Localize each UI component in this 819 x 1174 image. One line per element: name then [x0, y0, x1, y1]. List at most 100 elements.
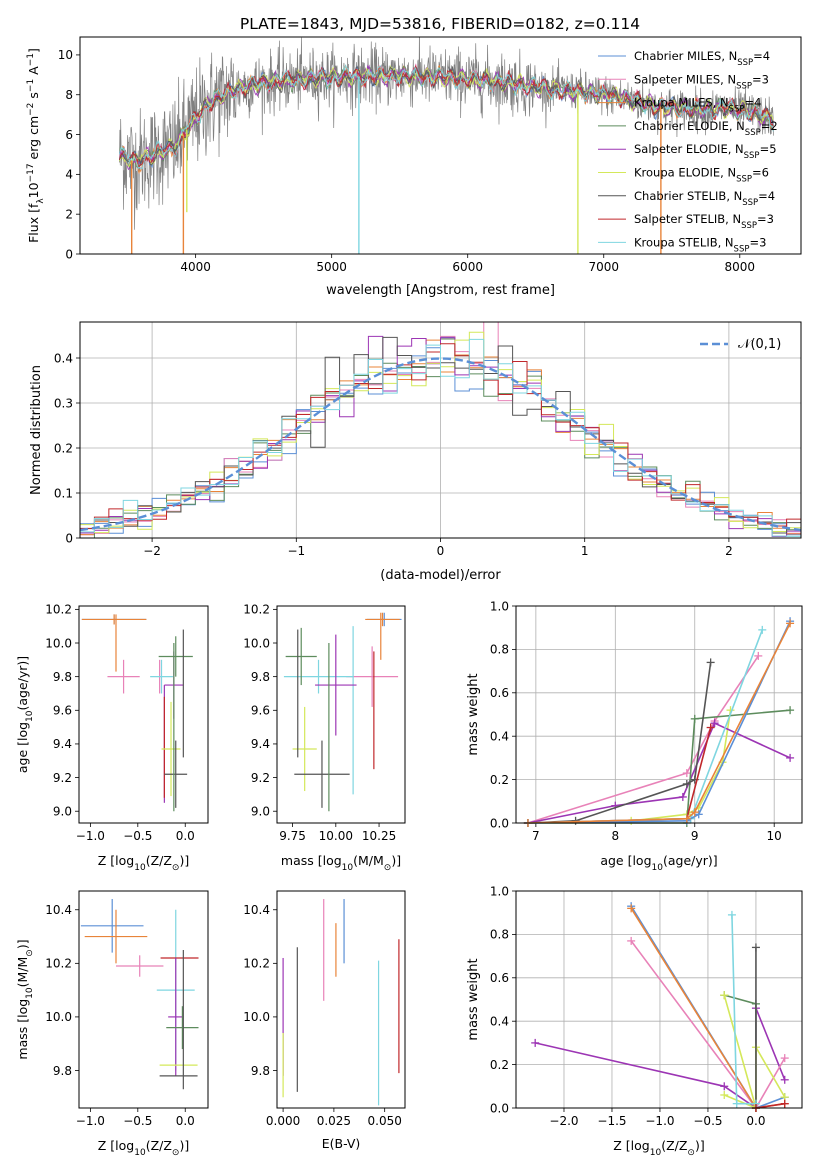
- age-z-ylabel-part: (age/yr)]: [15, 656, 30, 711]
- mw-z-xlabel: Z [log10(Z/Z⊙)]: [613, 1138, 704, 1158]
- mass-z-xlabel-part: Z [log: [98, 1138, 134, 1153]
- spectrum-frame: [79, 36, 802, 255]
- age-mass-xlabel-part: ⊙: [384, 863, 392, 873]
- spectrum-xtick-label: 5000: [316, 260, 347, 274]
- mw-age-xlabel: age [log10(age/yr)]: [600, 853, 717, 873]
- mw-age-ytick-label: 0.2: [490, 773, 509, 787]
- age-z-xlabel: Z [log10(Z/Z⊙)]: [98, 853, 189, 873]
- legend-label-kroupa_elodie: Kroupa ELODIE, NSSP=6: [634, 166, 769, 185]
- age-mass-xlabel-part: 10: [342, 863, 354, 873]
- legend-label-text: =4: [753, 49, 770, 63]
- spectrum-ytick-label: 8: [65, 88, 73, 102]
- legend-label-sub: SSP: [744, 151, 760, 161]
- age-z-ytick-label: 9.6: [53, 704, 72, 718]
- legend-label-sub: SSP: [736, 81, 752, 91]
- mass-z-ytick-label: 10.2: [45, 957, 72, 971]
- mass-ebv-xlabel: E(B-V): [322, 1136, 361, 1151]
- spectrum-ytick-label: 4: [65, 168, 73, 182]
- legend-label-salpeter_miles: Salpeter MILES, NSSP=3: [634, 72, 769, 91]
- spectrum-ylabel-part: Flux [f: [26, 203, 41, 243]
- mass-z-ylabel-part: )]: [15, 939, 30, 949]
- spectrum-xtick-label: 6000: [452, 260, 483, 274]
- mass-z-xtick-label: −0.5: [123, 1114, 152, 1128]
- legend-label-salpeter_elodie: Salpeter ELODIE, NSSP=5: [634, 142, 777, 161]
- spectrum-xlabel: wavelength [Angstrom, rest frame]: [326, 283, 555, 298]
- age-z-ylabel: age [log10(age/yr)]: [15, 656, 35, 773]
- mw-z-ylabel: mass weight: [466, 958, 481, 1040]
- spectrum-ylabel-part: ]: [26, 48, 41, 53]
- spectrum-ylabel-part: −2: [26, 103, 36, 116]
- hist-ytick-label: 0.2: [54, 441, 73, 455]
- mass-z-ylabel-part: mass [log: [15, 999, 30, 1060]
- mw-age-ytick-label: 1.0: [490, 599, 509, 613]
- hist-frame: [79, 321, 802, 539]
- legend-label-text: =5: [760, 142, 777, 156]
- age-z-xtick-label: 0.0: [176, 829, 195, 843]
- age-mass-xlabel-part: mass [log: [281, 853, 342, 868]
- age-z-ylabel-part: 10: [25, 710, 35, 722]
- legend-label-text: =2: [761, 119, 778, 133]
- age-mass-xlabel-part: )]: [391, 853, 401, 868]
- hist-xtick-label: −2: [143, 544, 161, 558]
- mw-age-xtick-label: 7: [532, 829, 540, 843]
- age-mass-ytick-label: 9.8: [251, 670, 270, 684]
- spectrum-ylabel-part: −17: [26, 163, 36, 182]
- age-mass-xtick-label: 10.25: [362, 829, 396, 843]
- legend-label-salpeter_stelib: Salpeter STELIB, NSSP=3: [634, 212, 774, 231]
- legend-label-sub: SSP: [734, 244, 750, 254]
- spectrum-xtick-label: 7000: [588, 260, 619, 274]
- mass-z-ylabel-part: 10: [25, 987, 35, 999]
- mw-age-ytick-label: 0.8: [490, 643, 509, 657]
- legend-label-sub: SSP: [741, 221, 757, 231]
- legend-label-chabrier_miles: Chabrier MILES, NSSP=4: [634, 49, 770, 68]
- age-mass-ytick-label: 9.2: [251, 771, 270, 785]
- mw-z-ytick-label: 0.0: [490, 1101, 509, 1115]
- mass-z-xlabel-part: 10: [134, 1148, 146, 1158]
- mass-z-xlabel: Z [log10(Z/Z⊙)]: [98, 1138, 189, 1158]
- mw-z-xlabel-part: ⊙: [687, 1148, 695, 1158]
- legend-label-text: Salpeter ELODIE, N: [634, 142, 744, 156]
- mass-z-xlabel-part: ⊙: [172, 1148, 180, 1158]
- legend-label-chabrier_stelib: Chabrier STELIB, NSSP=4: [634, 189, 775, 208]
- legend-label-kroupa_stelib: Kroupa STELIB, NSSP=3: [634, 235, 766, 254]
- mass-z-ylabel: mass [log10(M/M⊙)]: [15, 939, 35, 1059]
- mass-ebv-ytick-label: 10.0: [243, 1010, 270, 1024]
- hist-xlabel: (data-model)/error: [380, 568, 501, 583]
- age-mass-ytick-label: 9.0: [251, 805, 270, 819]
- mw-z-xlabel-part: (Z/Z: [661, 1138, 687, 1153]
- mw-z-xlabel-part: )]: [695, 1138, 705, 1153]
- spectrum-ylabel-part: −1: [26, 79, 36, 92]
- mw-age-ytick-label: 0.0: [490, 816, 509, 830]
- age-z-xlabel-part: 10: [134, 863, 146, 873]
- age-z-frame: [78, 605, 209, 824]
- legend-label-text: Kroupa STELIB, N: [634, 235, 734, 249]
- mw-z-xtick-label: −2.0: [549, 1114, 578, 1128]
- mass-ebv-frame: [276, 890, 406, 1109]
- mw-z-ytick-label: 0.8: [490, 928, 509, 942]
- mw-age-xlabel-part: (age/yr)]: [663, 853, 718, 868]
- hist-ytick-label: 0.3: [54, 396, 73, 410]
- mw-age-series-kroupa_stelib: [527, 629, 764, 824]
- spectrum-ylabel-part: erg cm: [26, 116, 41, 164]
- mass-ebv-ytick-label: 10.2: [243, 957, 270, 971]
- spectrum-ylabel-part: 10: [26, 182, 41, 198]
- legend-label-text: Kroupa ELODIE, N: [634, 166, 736, 180]
- mw-age-series-salpeter_elodie: [527, 722, 791, 824]
- legend-label-sub: SSP: [742, 198, 758, 208]
- mass-z-ylabel-part: ⊙: [25, 949, 35, 957]
- mass-ebv-xtick-label: 0.000: [266, 1114, 300, 1128]
- legend-label-text: =6: [752, 166, 769, 180]
- mw-z-series-salpeter_stelib: [755, 1102, 785, 1109]
- hist-xtick-label: −1: [287, 544, 305, 558]
- age-z-xlabel-part: (Z/Z: [146, 853, 172, 868]
- mw-z-ytick-label: 0.6: [490, 971, 509, 985]
- age-z-ytick-label: 9.8: [53, 670, 72, 684]
- hist-xtick-label: 2: [725, 544, 733, 558]
- legend-label-text: =3: [752, 72, 769, 86]
- legend-label-sub: SSP: [736, 175, 752, 185]
- age-z-ytick-label: 9.4: [53, 737, 72, 751]
- mw-age-xtick-label: 8: [611, 829, 619, 843]
- mass-z-ylabel-part: (M/M: [15, 957, 30, 988]
- mw-z-xlabel-part: 10: [650, 1148, 662, 1158]
